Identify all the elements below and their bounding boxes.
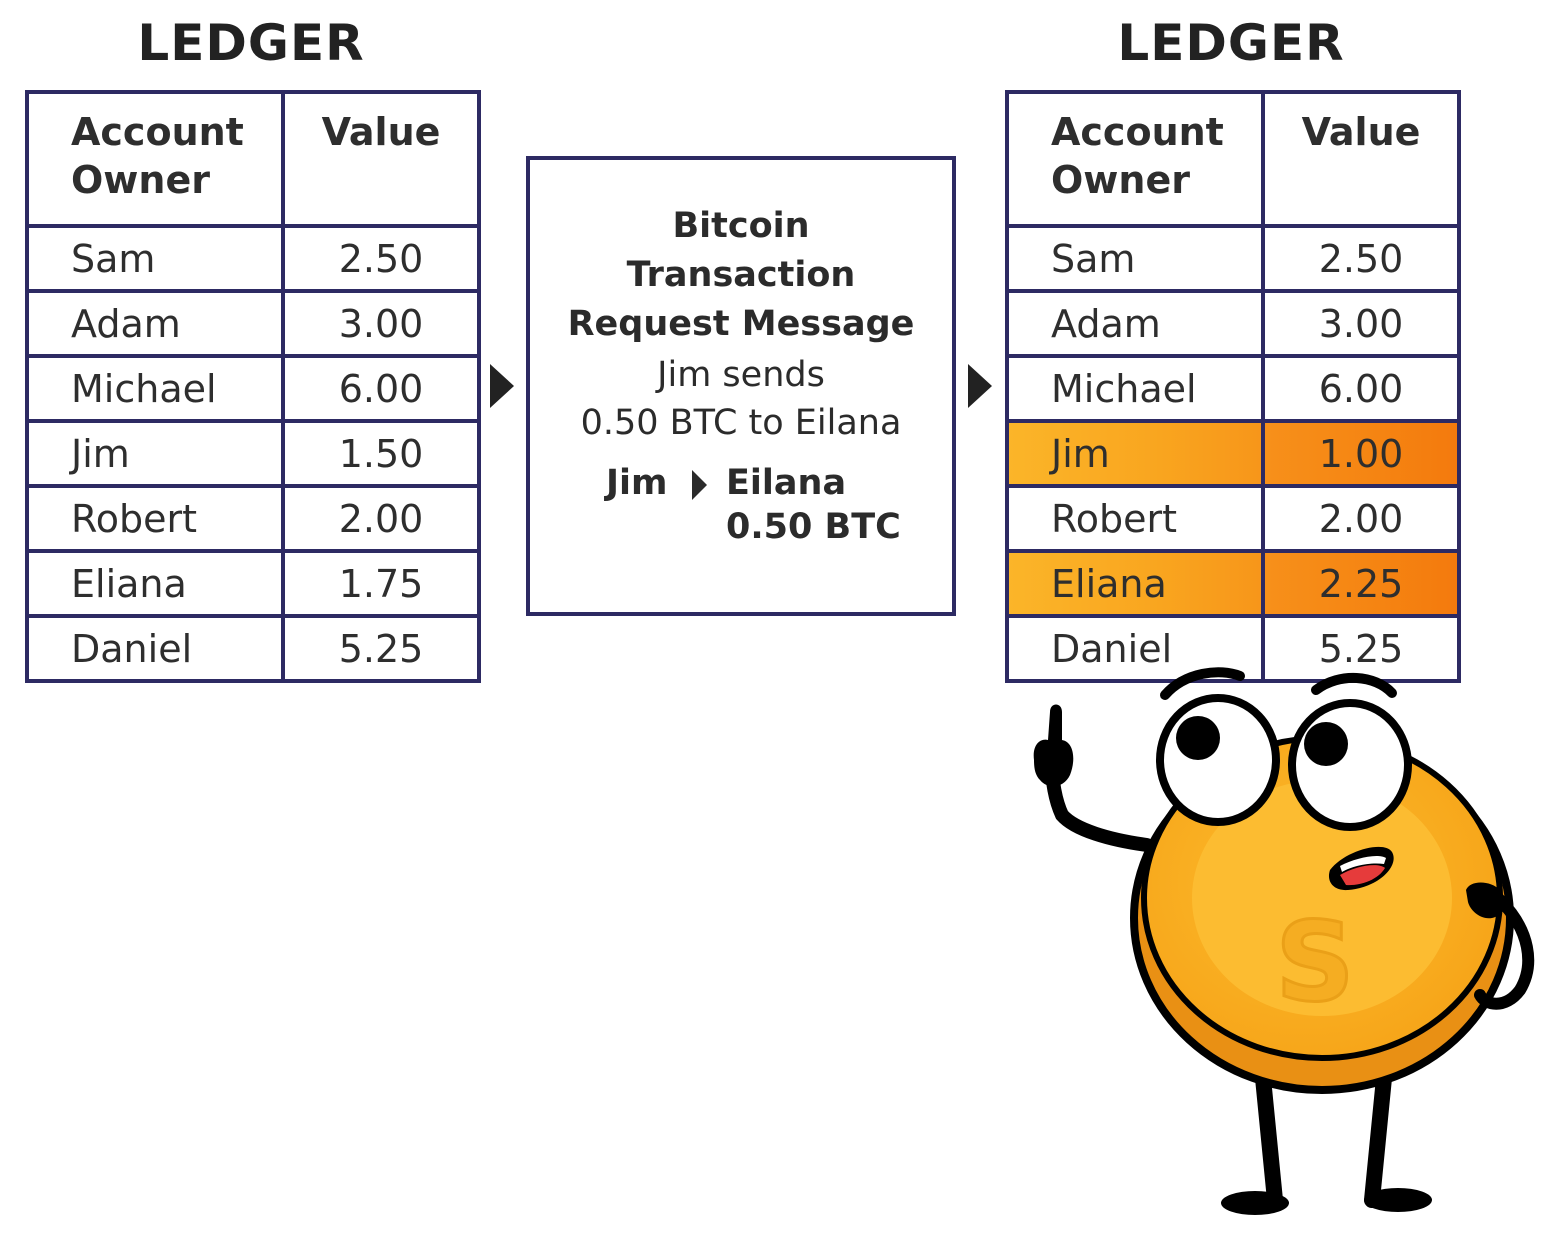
flow-arrow-icon [490, 364, 514, 408]
owner-cell: Jim [25, 419, 285, 488]
owner-cell: Michael [25, 354, 285, 423]
owner-cell: Robert [1005, 484, 1265, 553]
value-cell: 2.00 [281, 484, 481, 553]
table-row: Michael 6.00 [25, 354, 481, 423]
value-cell: 3.00 [281, 289, 481, 358]
value-cell: 2.50 [281, 224, 481, 293]
owner-cell: Robert [25, 484, 285, 553]
table-row: Michael 6.00 [1005, 354, 1461, 423]
owner-cell: Sam [25, 224, 285, 293]
header-owner-line-1: Account [71, 110, 244, 154]
message-title-line: Transaction [626, 255, 856, 295]
right-ledger-header-owner: Account Owner [1005, 90, 1265, 228]
table-row: Adam 3.00 [25, 289, 481, 358]
value-cell: 1.75 [281, 549, 481, 618]
owner-cell: Adam [25, 289, 285, 358]
header-owner-line-2: Owner [71, 158, 210, 202]
transaction-message-box: Bitcoin Transaction Request Message Jim … [526, 156, 956, 616]
value-cell: 5.25 [281, 614, 481, 683]
table-row: Adam 3.00 [1005, 289, 1461, 358]
value-cell: 5.25 [1261, 614, 1461, 683]
table-row: Robert 2.00 [25, 484, 481, 553]
message-title-line: Bitcoin [672, 206, 810, 246]
message-title-line: Request Message [567, 304, 915, 344]
right-ledger-header-value: Value [1261, 90, 1461, 228]
owner-cell: Jim [1005, 419, 1265, 488]
value-cell: 2.25 [1261, 549, 1461, 618]
table-row: Eliana 1.75 [25, 549, 481, 618]
header-owner-line-1: Account [1051, 110, 1224, 154]
left-ledger-header-value: Value [281, 90, 481, 228]
value-cell: 1.00 [1261, 419, 1461, 488]
message-desc-line: 0.50 BTC to Eilana [580, 403, 902, 443]
owner-cell: Eliana [25, 549, 285, 618]
table-row-highlighted: Jim 1.00 [1005, 419, 1461, 488]
transfer-sender: Jim [606, 463, 668, 503]
table-row: Sam 2.50 [1005, 224, 1461, 293]
message-desc-line: Jim sends [657, 355, 825, 395]
table-row: Daniel 5.25 [25, 614, 481, 683]
svg-text:S: S [1275, 898, 1354, 1026]
transfer-amount: 0.50 BTC [726, 507, 901, 547]
left-ledger-table: Account Owner Value Sam 2.50 Adam 3.00 Mic… [25, 90, 481, 683]
table-row: Daniel 5.25 [1005, 614, 1461, 683]
owner-cell: Sam [1005, 224, 1265, 293]
table-row: Sam 2.50 [25, 224, 481, 293]
right-ledger-table: Account Owner Value Sam 2.50 Adam 3.00 Mic… [1005, 90, 1461, 683]
message-title: Bitcoin Transaction Request Message [530, 202, 952, 349]
right-ledger-title: LEDGER [1117, 14, 1345, 72]
value-cell: 1.50 [281, 419, 481, 488]
transfer-summary: Jim Eilana 0.50 BTC [530, 463, 952, 563]
owner-cell: Adam [1005, 289, 1265, 358]
value-cell: 6.00 [1261, 354, 1461, 423]
message-description: Jim sends 0.50 BTC to Eilana [530, 351, 952, 447]
value-cell: 3.00 [1261, 289, 1461, 358]
table-row-highlighted: Eliana 2.25 [1005, 549, 1461, 618]
transfer-arrow-icon [692, 470, 707, 500]
right-ledger-header-row: Account Owner Value [1005, 90, 1461, 228]
header-owner-line-2: Owner [1051, 158, 1190, 202]
owner-cell: Eliana [1005, 549, 1265, 618]
transfer-recipient: Eilana [726, 463, 847, 503]
value-cell: 6.00 [281, 354, 481, 423]
coin-mascot-icon: S [1033, 667, 1535, 1215]
table-row: Robert 2.00 [1005, 484, 1461, 553]
owner-cell: Michael [1005, 354, 1265, 423]
value-cell: 2.00 [1261, 484, 1461, 553]
left-ledger-header-owner: Account Owner [25, 90, 285, 228]
table-row: Jim 1.50 [25, 419, 481, 488]
left-ledger-title: LEDGER [137, 14, 365, 72]
owner-cell: Daniel [25, 614, 285, 683]
left-ledger-header-row: Account Owner Value [25, 90, 481, 228]
value-cell: 2.50 [1261, 224, 1461, 293]
flow-arrow-icon [968, 364, 992, 408]
